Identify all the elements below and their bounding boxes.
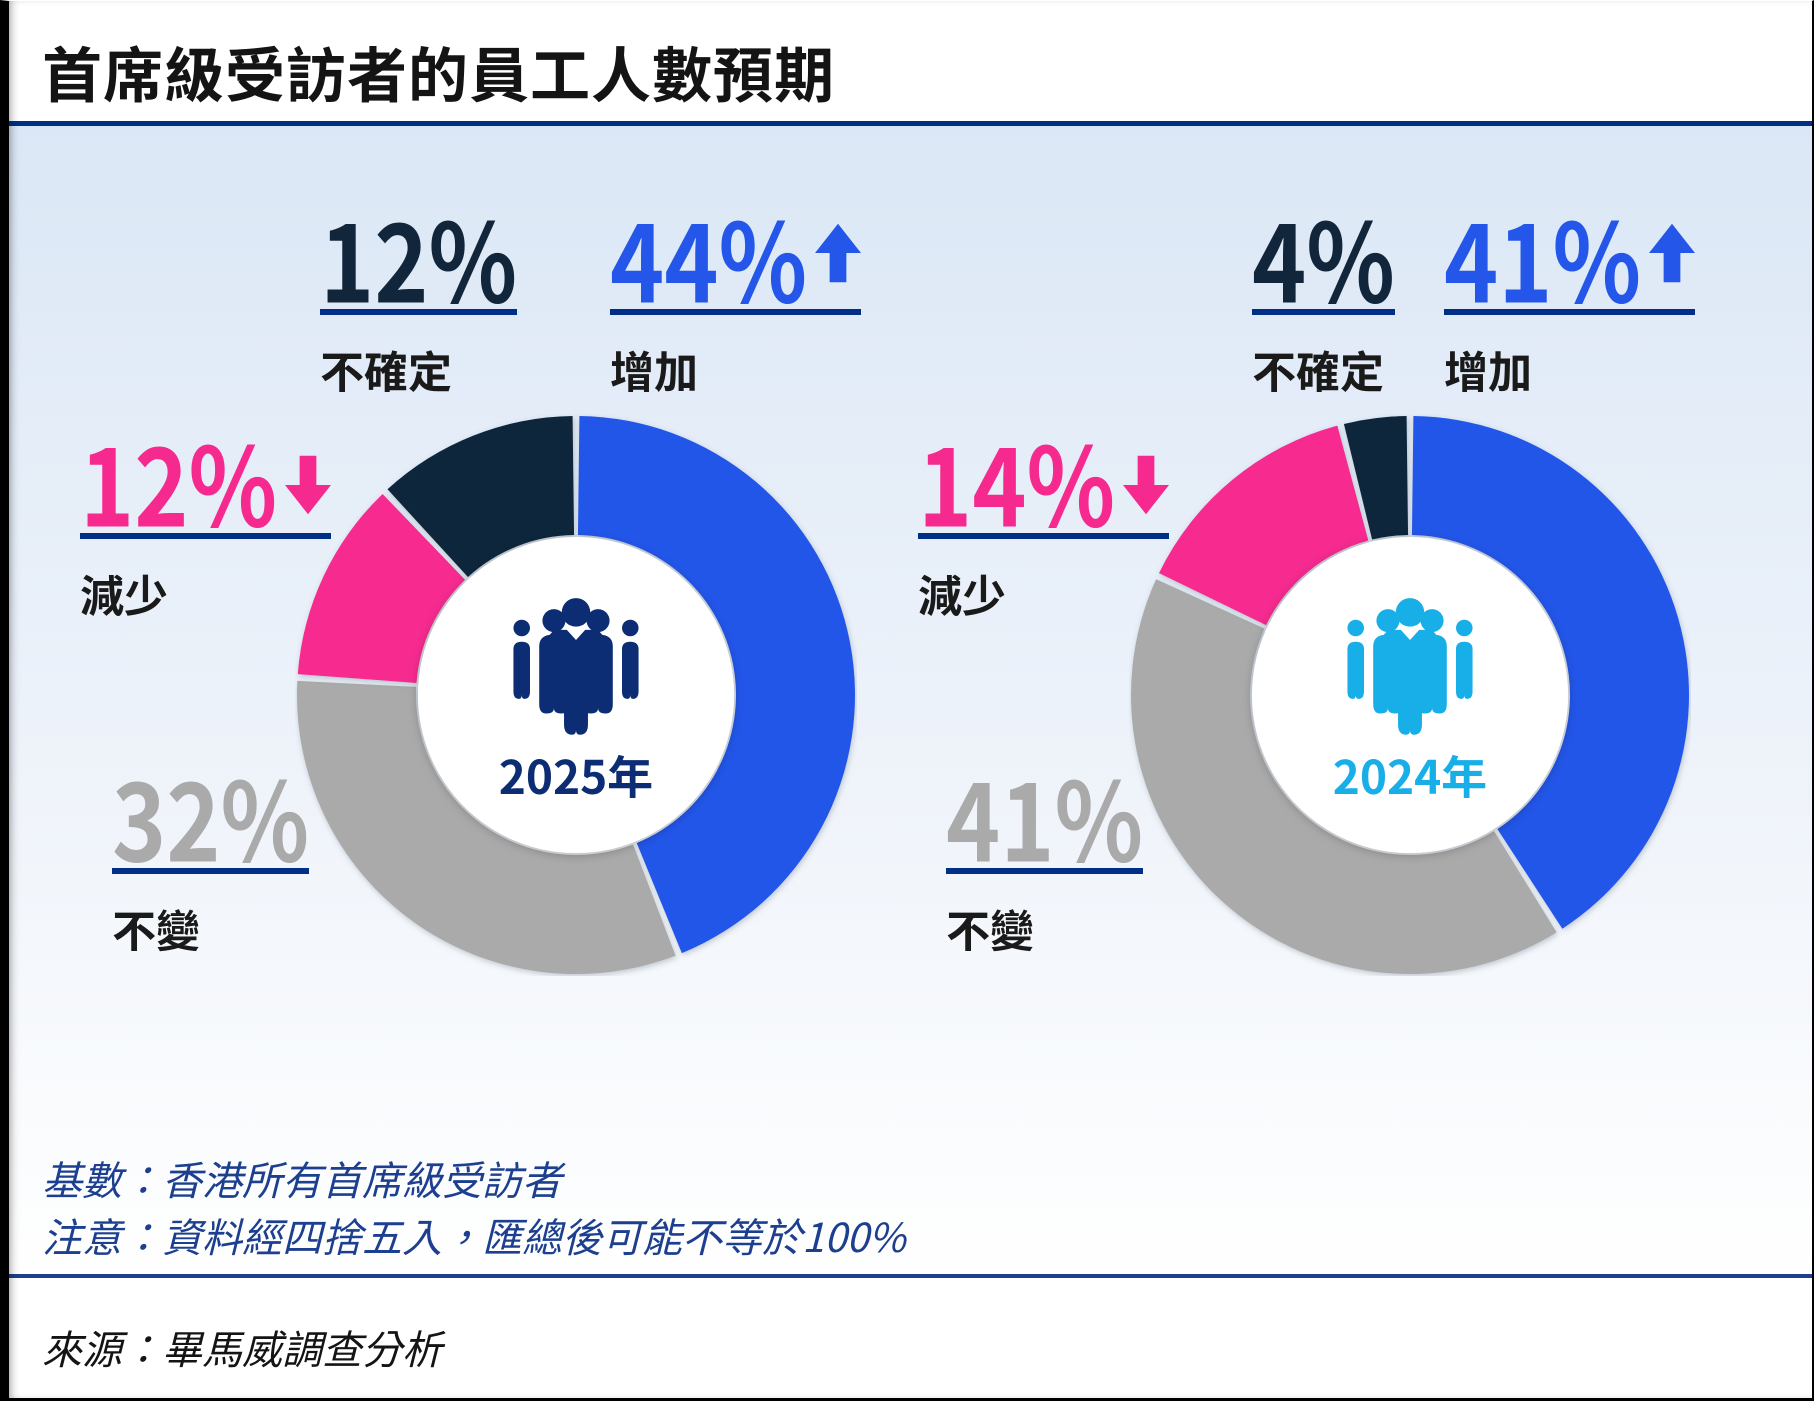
svg-text:2024年: 2024年	[1333, 742, 1488, 808]
svg-text:2025年: 2025年	[499, 742, 654, 808]
